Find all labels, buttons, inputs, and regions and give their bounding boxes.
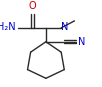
Text: N: N [61,22,68,32]
Text: N: N [78,37,85,47]
Text: H₂N: H₂N [0,22,16,32]
Text: O: O [29,1,36,11]
